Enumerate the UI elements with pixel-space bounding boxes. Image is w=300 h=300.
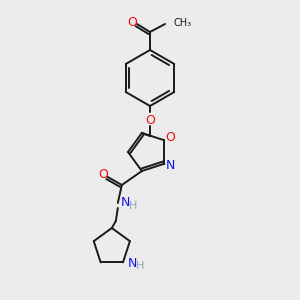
Text: O: O	[127, 16, 137, 28]
Text: H: H	[136, 261, 144, 272]
Text: CH₃: CH₃	[173, 18, 191, 28]
Text: O: O	[98, 167, 108, 181]
Text: H: H	[129, 201, 137, 211]
Text: N: N	[166, 159, 175, 172]
Text: O: O	[145, 113, 155, 127]
Text: O: O	[165, 131, 175, 144]
Text: N: N	[128, 257, 137, 270]
Text: N: N	[121, 196, 130, 208]
